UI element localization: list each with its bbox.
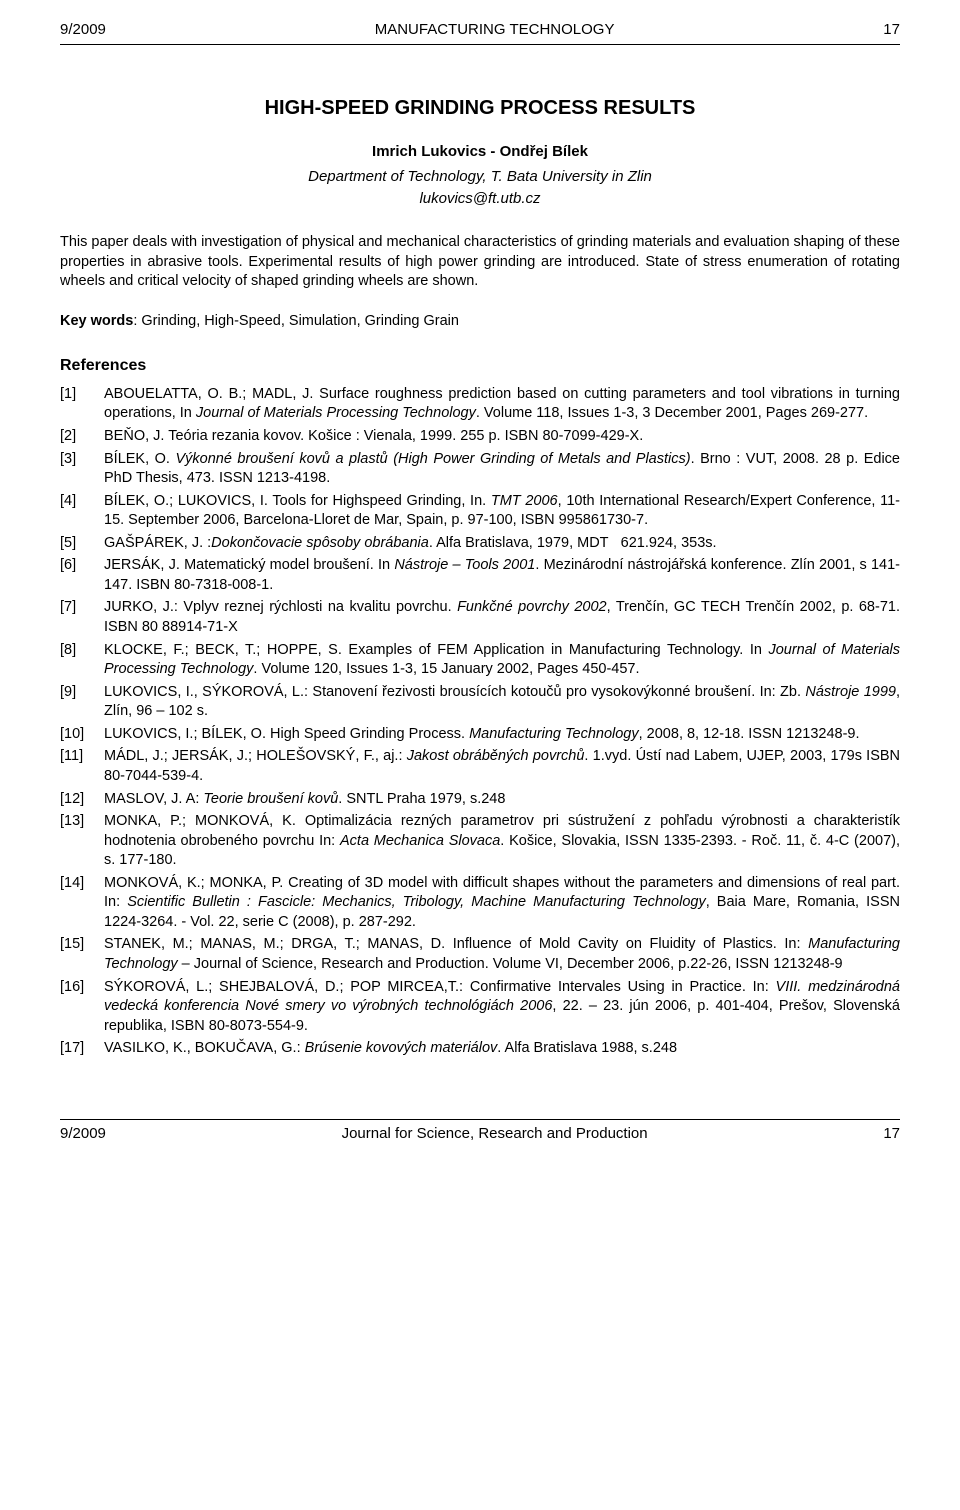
article-title: HIGH-SPEED GRINDING PROCESS RESULTS bbox=[60, 95, 900, 122]
reference-item: [16]SÝKOROVÁ, L.; SHEJBALOVÁ, D.; POP MI… bbox=[60, 978, 900, 1037]
reference-text: LUKOVICS, I.; BÍLEK, O. High Speed Grind… bbox=[104, 725, 900, 745]
reference-text: KLOCKE, F.; BECK, T.; HOPPE, S. Examples… bbox=[104, 641, 900, 680]
reference-number: [1] bbox=[60, 385, 104, 424]
reference-text: MONKOVÁ, K.; MONKA, P. Creating of 3D mo… bbox=[104, 874, 900, 933]
reference-text: SÝKOROVÁ, L.; SHEJBALOVÁ, D.; POP MIRCEA… bbox=[104, 978, 900, 1037]
article-keywords: Key words: Grinding, High-Speed, Simulat… bbox=[60, 312, 900, 332]
reference-item: [1]ABOUELATTA, O. B.; MADL, J. Surface r… bbox=[60, 385, 900, 424]
reference-item: [7]JURKO, J.: Vplyv reznej rýchlosti na … bbox=[60, 598, 900, 637]
reference-item: [12]MASLOV, J. A: Teorie broušení kovů. … bbox=[60, 790, 900, 810]
keywords-text: : Grinding, High-Speed, Simulation, Grin… bbox=[133, 313, 459, 329]
reference-text: MONKA, P.; MONKOVÁ, K. Optimalizácia rez… bbox=[104, 812, 900, 871]
header-right: 17 bbox=[883, 20, 900, 40]
article-abstract: This paper deals with investigation of p… bbox=[60, 233, 900, 292]
reference-text: MASLOV, J. A: Teorie broušení kovů. SNTL… bbox=[104, 790, 900, 810]
reference-text: BEŇO, J. Teória rezania kovov. Košice : … bbox=[104, 427, 900, 447]
reference-text: BÍLEK, O. Výkonné broušení kovů a plastů… bbox=[104, 450, 900, 489]
reference-number: [13] bbox=[60, 812, 104, 871]
reference-number: [3] bbox=[60, 450, 104, 489]
reference-number: [10] bbox=[60, 725, 104, 745]
reference-item: [5]GAŠPÁREK, J. :Dokončovacie spôsoby ob… bbox=[60, 534, 900, 554]
reference-text: VASILKO, K., BOKUČAVA, G.: Brúsenie kovo… bbox=[104, 1039, 900, 1059]
reference-text: JURKO, J.: Vplyv reznej rýchlosti na kva… bbox=[104, 598, 900, 637]
article-affiliation: Department of Technology, T. Bata Univer… bbox=[60, 167, 900, 187]
header-left: 9/2009 bbox=[60, 20, 106, 40]
reference-item: [13]MONKA, P.; MONKOVÁ, K. Optimalizácia… bbox=[60, 812, 900, 871]
reference-text: STANEK, M.; MANAS, M.; DRGA, T.; MANAS, … bbox=[104, 935, 900, 974]
reference-number: [2] bbox=[60, 427, 104, 447]
footer-center: Journal for Science, Research and Produc… bbox=[342, 1124, 648, 1144]
reference-text: GAŠPÁREK, J. :Dokončovacie spôsoby obráb… bbox=[104, 534, 900, 554]
header-center: MANUFACTURING TECHNOLOGY bbox=[375, 20, 615, 40]
reference-number: [5] bbox=[60, 534, 104, 554]
reference-text: LUKOVICS, I., SÝKOROVÁ, L.: Stanovení ře… bbox=[104, 683, 900, 722]
reference-number: [15] bbox=[60, 935, 104, 974]
reference-number: [12] bbox=[60, 790, 104, 810]
references-heading: References bbox=[60, 355, 900, 377]
reference-number: [11] bbox=[60, 747, 104, 786]
page-footer: 9/2009 Journal for Science, Research and… bbox=[60, 1124, 900, 1144]
reference-text: ABOUELATTA, O. B.; MADL, J. Surface roug… bbox=[104, 385, 900, 424]
reference-text: MÁDL, J.; JERSÁK, J.; HOLEŠOVSKÝ, F., aj… bbox=[104, 747, 900, 786]
reference-item: [2]BEŇO, J. Teória rezania kovov. Košice… bbox=[60, 427, 900, 447]
footer-right: 17 bbox=[883, 1124, 900, 1144]
article-authors: Imrich Lukovics - Ondřej Bílek bbox=[60, 142, 900, 162]
reference-number: [6] bbox=[60, 556, 104, 595]
reference-number: [4] bbox=[60, 492, 104, 531]
reference-item: [10]LUKOVICS, I.; BÍLEK, O. High Speed G… bbox=[60, 725, 900, 745]
reference-number: [16] bbox=[60, 978, 104, 1037]
reference-item: [17]VASILKO, K., BOKUČAVA, G.: Brúsenie … bbox=[60, 1039, 900, 1059]
reference-item: [15]STANEK, M.; MANAS, M.; DRGA, T.; MAN… bbox=[60, 935, 900, 974]
article-email: lukovics@ft.utb.cz bbox=[60, 189, 900, 209]
reference-text: BÍLEK, O.; LUKOVICS, I. Tools for Highsp… bbox=[104, 492, 900, 531]
reference-item: [9]LUKOVICS, I., SÝKOROVÁ, L.: Stanovení… bbox=[60, 683, 900, 722]
reference-item: [4]BÍLEK, O.; LUKOVICS, I. Tools for Hig… bbox=[60, 492, 900, 531]
reference-number: [9] bbox=[60, 683, 104, 722]
reference-number: [7] bbox=[60, 598, 104, 637]
page-header: 9/2009 MANUFACTURING TECHNOLOGY 17 bbox=[60, 20, 900, 40]
references-list: [1]ABOUELATTA, O. B.; MADL, J. Surface r… bbox=[60, 385, 900, 1059]
reference-item: [3]BÍLEK, O. Výkonné broušení kovů a pla… bbox=[60, 450, 900, 489]
keywords-label: Key words bbox=[60, 313, 133, 329]
reference-item: [6]JERSÁK, J. Matematický model broušení… bbox=[60, 556, 900, 595]
reference-text: JERSÁK, J. Matematický model broušení. I… bbox=[104, 556, 900, 595]
header-divider bbox=[60, 44, 900, 45]
reference-item: [11]MÁDL, J.; JERSÁK, J.; HOLEŠOVSKÝ, F.… bbox=[60, 747, 900, 786]
reference-item: [14]MONKOVÁ, K.; MONKA, P. Creating of 3… bbox=[60, 874, 900, 933]
reference-number: [8] bbox=[60, 641, 104, 680]
footer-left: 9/2009 bbox=[60, 1124, 106, 1144]
reference-number: [14] bbox=[60, 874, 104, 933]
reference-item: [8]KLOCKE, F.; BECK, T.; HOPPE, S. Examp… bbox=[60, 641, 900, 680]
reference-number: [17] bbox=[60, 1039, 104, 1059]
footer-divider bbox=[60, 1119, 900, 1120]
